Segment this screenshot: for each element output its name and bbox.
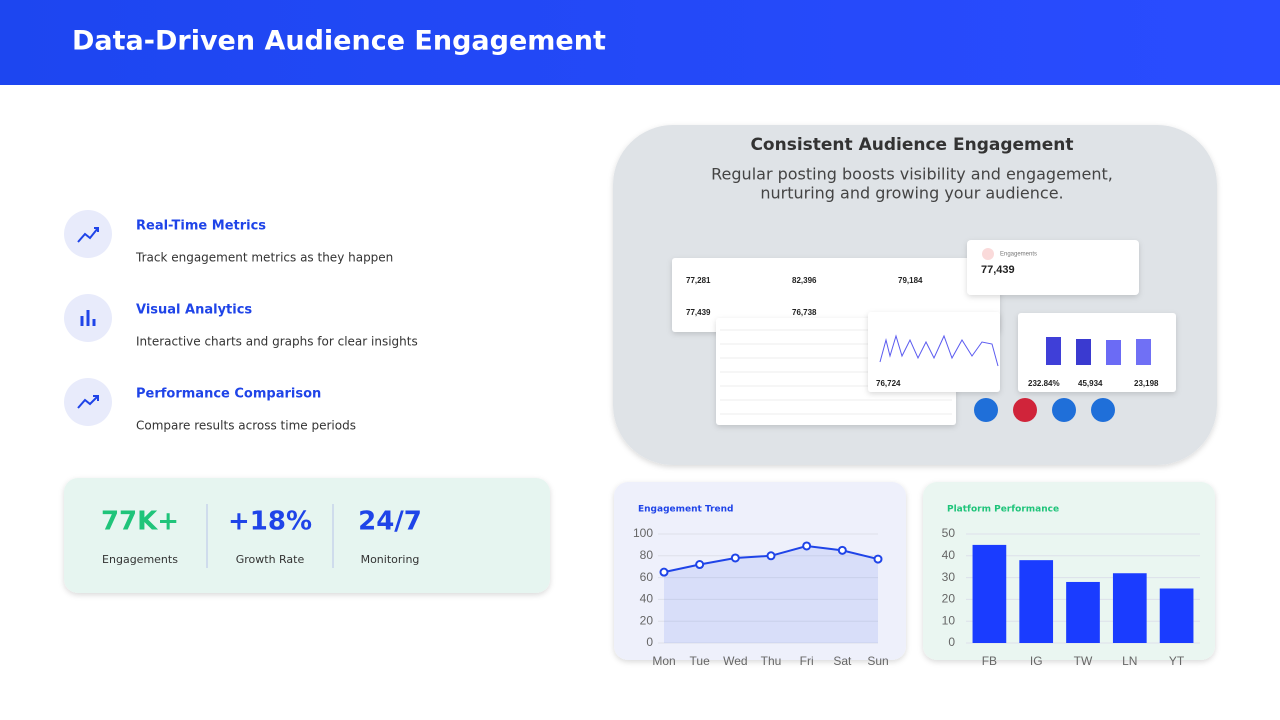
- mock-value: 82,396: [792, 276, 817, 285]
- mock-value: 76,724: [876, 379, 901, 388]
- image-subtitle: nurturing and growing your audience.: [760, 184, 1063, 203]
- point: [766, 551, 776, 561]
- x-tick-label: YT: [1169, 654, 1185, 668]
- point: [695, 560, 705, 570]
- bar: [1019, 560, 1054, 643]
- stat-label: Growth Rate: [236, 553, 305, 566]
- mock-line: [879, 334, 999, 367]
- mock-button: [974, 398, 998, 422]
- point: [730, 553, 740, 563]
- chart-title: Engagement Trend: [638, 505, 733, 515]
- feature-description: Track engagement metrics as they happen: [135, 251, 393, 265]
- x-tick-label: LN: [1122, 654, 1137, 668]
- stat-value: 24/7: [358, 507, 422, 537]
- stat-label: Monitoring: [361, 553, 420, 566]
- image-subtitle: Regular posting boosts visibility and en…: [711, 165, 1113, 184]
- mock-button: [1013, 398, 1037, 422]
- y-tick-label: 60: [640, 570, 654, 584]
- mock-value: 77,439: [686, 308, 711, 317]
- y-tick-label: 0: [948, 635, 955, 649]
- y-tick-label: 40: [942, 548, 956, 562]
- mock-line-panel: [868, 312, 1000, 392]
- y-tick-label: 0: [646, 635, 653, 649]
- mock-value: 232.84%: [1028, 379, 1060, 388]
- mock-button: [1052, 398, 1076, 422]
- bar: [972, 544, 1007, 643]
- image-title: Consistent Audience Engagement: [750, 135, 1073, 155]
- feature-description: Interactive charts and graphs for clear …: [136, 335, 418, 349]
- mock-bars: [1046, 337, 1151, 365]
- x-tick-label: TW: [1074, 654, 1093, 668]
- stat-value: 77K+: [101, 507, 179, 537]
- bar: [1066, 581, 1100, 643]
- mock-value: 77,439: [981, 264, 1015, 276]
- x-tick-label: Tue: [690, 654, 711, 668]
- x-tick-label: Sun: [867, 654, 888, 668]
- bar: [1112, 573, 1147, 643]
- point: [802, 541, 812, 551]
- x-tick-label: Mon: [652, 654, 675, 668]
- feature-description: Compare results across time periods: [136, 419, 356, 433]
- y-tick-label: 20: [942, 592, 956, 606]
- header-bar: [0, 0, 1280, 85]
- point: [659, 567, 669, 577]
- y-tick-label: 100: [633, 526, 653, 540]
- point: [837, 545, 847, 555]
- mock-popup: [967, 240, 1139, 295]
- x-tick-label: FB: [982, 654, 997, 668]
- x-tick-label: Wed: [723, 654, 747, 668]
- stat-label: Engagements: [102, 553, 178, 566]
- stat-value: +18%: [228, 507, 312, 537]
- mock-value: 23,198: [1134, 379, 1159, 388]
- feature-title: Visual Analytics: [136, 303, 252, 318]
- feature-icon: [64, 210, 112, 258]
- mock-value: 79,184: [898, 276, 923, 285]
- chart-title: Platform Performance: [947, 505, 1059, 515]
- mock-button: [1091, 398, 1115, 422]
- x-tick-label: Fri: [800, 654, 814, 668]
- icon-glyph: [77, 227, 99, 243]
- icon-glyph: [80, 310, 96, 326]
- x-tick-label: Thu: [761, 654, 782, 668]
- x-tick-label: Sat: [833, 654, 852, 668]
- mock-bar-panel: [1018, 313, 1176, 392]
- x-tick-label: IG: [1030, 654, 1043, 668]
- mock-value: 45,934: [1078, 379, 1103, 388]
- chart-card: [614, 482, 906, 660]
- y-tick-label: 50: [942, 526, 956, 540]
- y-tick-label: 10: [942, 613, 956, 627]
- mock-label: Engagements: [1000, 252, 1037, 258]
- y-tick-label: 30: [942, 570, 956, 584]
- mock-value: 77,281: [686, 276, 711, 285]
- y-tick-label: 20: [640, 613, 654, 627]
- mock-value: 76,738: [792, 308, 817, 317]
- icon-glyph: [77, 395, 99, 409]
- image-card: Consistent Audience Engagement Regular p…: [613, 125, 1217, 465]
- stats-box: 77K+ Engagements +18% Growth Rate 24/7 M…: [64, 478, 550, 593]
- y-tick-label: 40: [640, 592, 654, 606]
- page-title: Data-Driven Audience Engagement: [72, 26, 606, 57]
- feature-list: Real-Time Metrics Track engagement metri…: [64, 210, 418, 433]
- feature-title: Performance Comparison: [136, 387, 321, 402]
- area: [664, 545, 878, 643]
- stats-panel: [64, 478, 550, 593]
- bar: [1159, 588, 1194, 643]
- mock-icon: [982, 248, 994, 260]
- point: [873, 554, 883, 564]
- feature-title: Real-Time Metrics: [136, 219, 266, 234]
- y-tick-label: 80: [640, 548, 654, 562]
